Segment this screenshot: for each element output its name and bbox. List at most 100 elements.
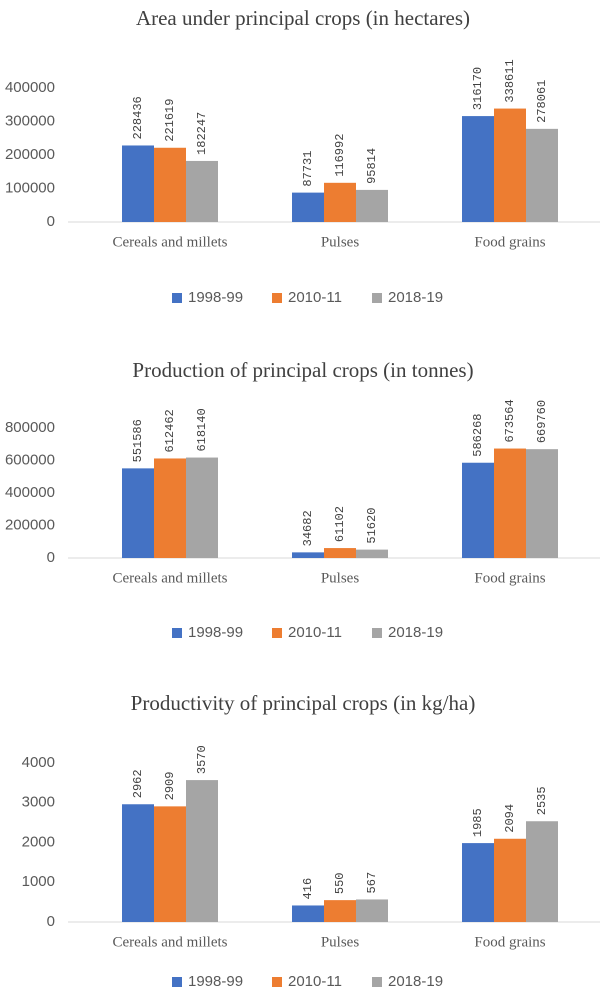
legend-swatch [372, 293, 382, 303]
legend-label: 2018-19 [388, 289, 443, 306]
bar [494, 448, 526, 558]
y-tick-label: 0 [47, 213, 55, 230]
legend-label: 1998-99 [188, 973, 243, 990]
bar [356, 549, 388, 558]
data-label: 61102 [333, 506, 347, 542]
x-tick-label: Pulses [321, 934, 360, 950]
legend-swatch [272, 628, 282, 638]
bar [186, 780, 218, 922]
bar [122, 145, 154, 222]
legend-swatch [272, 293, 282, 303]
data-label: 2535 [535, 786, 549, 815]
bar [154, 147, 186, 222]
y-tick-label: 400000 [5, 484, 55, 501]
legend-label: 2010-11 [288, 973, 342, 990]
bar [526, 821, 558, 922]
legend-swatch [172, 293, 182, 303]
data-label: 51620 [365, 508, 379, 544]
y-tick-label: 600000 [5, 451, 55, 468]
bar [292, 552, 324, 558]
y-tick-label: 800000 [5, 419, 55, 436]
legend-swatch [372, 977, 382, 987]
legend-swatch [272, 977, 282, 987]
data-label: 316170 [471, 67, 485, 110]
bar [462, 116, 494, 222]
bar [186, 160, 218, 222]
bar [122, 468, 154, 558]
legend-label: 2018-19 [388, 973, 443, 990]
data-label: 95814 [365, 148, 379, 184]
x-tick-label: Pulses [321, 234, 360, 250]
bar [324, 900, 356, 922]
bar [154, 458, 186, 558]
bar [292, 905, 324, 922]
data-label: 34682 [301, 510, 315, 546]
y-tick-label: 300000 [5, 112, 55, 129]
data-label: 567 [365, 872, 379, 894]
data-label: 2909 [163, 772, 177, 801]
data-label: 618140 [195, 408, 209, 451]
bar [122, 804, 154, 922]
y-tick-label: 1000 [22, 873, 55, 890]
x-tick-label: Food grains [474, 934, 545, 950]
data-label: 2962 [131, 769, 145, 798]
y-tick-label: 0 [47, 913, 55, 930]
bar [154, 806, 186, 922]
bar [186, 457, 218, 558]
x-tick-label: Cereals and millets [113, 934, 228, 950]
legend-label: 1998-99 [188, 289, 243, 306]
x-tick-label: Food grains [474, 570, 545, 586]
data-label: 673564 [503, 399, 517, 442]
chart-title: Productivity of principal crops (in kg/h… [131, 691, 476, 715]
bar [292, 192, 324, 222]
data-label: 182247 [195, 112, 209, 155]
y-tick-label: 200000 [5, 516, 55, 533]
legend-swatch [172, 628, 182, 638]
data-label: 278061 [535, 80, 549, 123]
x-tick-label: Food grains [474, 234, 545, 250]
y-tick-label: 0 [47, 549, 55, 566]
x-tick-label: Cereals and millets [113, 570, 228, 586]
y-tick-label: 2000 [22, 833, 55, 850]
data-label: 338611 [503, 59, 517, 102]
x-tick-label: Cereals and millets [113, 234, 228, 250]
data-label: 87731 [301, 151, 315, 187]
chart-title: Area under principal crops (in hectares) [136, 6, 470, 30]
y-tick-label: 400000 [5, 79, 55, 96]
data-label: 228436 [131, 96, 145, 139]
legend-label: 2010-11 [288, 289, 342, 306]
legend-label: 2010-11 [288, 624, 342, 641]
legend-label: 2018-19 [388, 624, 443, 641]
data-label: 2094 [503, 804, 517, 833]
bar [356, 189, 388, 222]
bar [356, 899, 388, 922]
legend-label: 1998-99 [188, 624, 243, 641]
y-tick-label: 200000 [5, 146, 55, 163]
bar [526, 128, 558, 222]
data-label: 416 [301, 878, 315, 900]
data-label: 3570 [195, 745, 209, 774]
bar [462, 462, 494, 558]
data-label: 669760 [535, 400, 549, 443]
bar [526, 449, 558, 558]
data-label: 1985 [471, 808, 485, 837]
chart-title: Production of principal crops (in tonnes… [132, 358, 473, 382]
legend-swatch [372, 628, 382, 638]
x-tick-label: Pulses [321, 570, 360, 586]
y-tick-label: 100000 [5, 179, 55, 196]
data-label: 586268 [471, 414, 485, 457]
y-tick-label: 3000 [22, 794, 55, 811]
data-label: 116992 [333, 134, 347, 177]
bar [324, 182, 356, 222]
legend-swatch [172, 977, 182, 987]
bar [462, 843, 494, 922]
data-label: 612462 [163, 409, 177, 452]
bar [494, 838, 526, 922]
data-label: 221619 [163, 99, 177, 142]
y-tick-label: 4000 [22, 754, 55, 771]
data-label: 551586 [131, 419, 145, 462]
data-label: 550 [333, 873, 347, 895]
bar [324, 548, 356, 558]
bar [494, 108, 526, 222]
